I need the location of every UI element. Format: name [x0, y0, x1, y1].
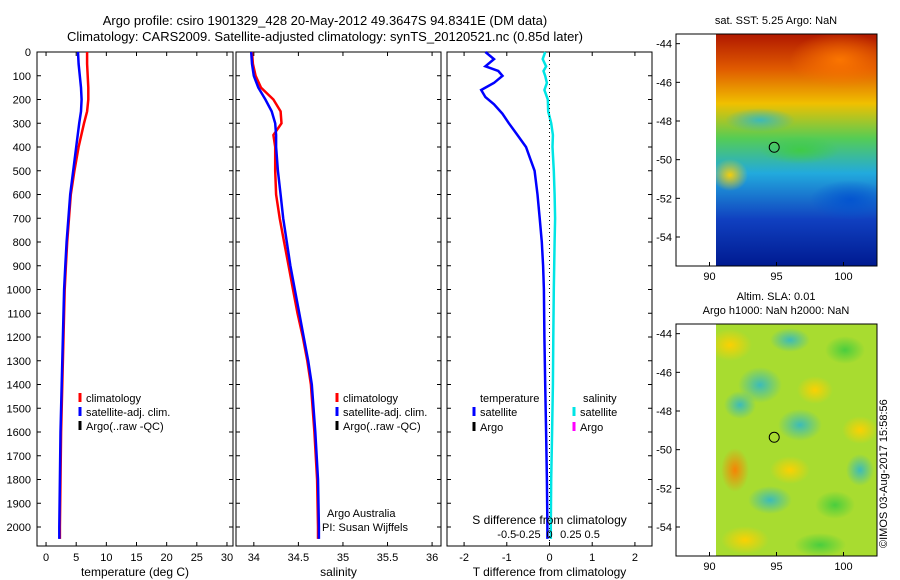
s-diff-tick-label: -0.5 — [497, 529, 516, 541]
x-tick-label: -2 — [459, 552, 469, 564]
depth-tick-label: 1800 — [7, 475, 31, 487]
map-x-tick-label: 100 — [834, 271, 852, 283]
annotation-pi: PI: Susan Wijffels — [322, 522, 408, 534]
x-tick-label: 34 — [248, 552, 260, 564]
panel-frame-2 — [235, 51, 442, 547]
depth-tick-label: 1600 — [7, 427, 31, 439]
x-tick-label: 20 — [161, 552, 173, 564]
argo-location-marker — [768, 431, 780, 443]
depth-tick-label: 200 — [13, 95, 31, 107]
legend-label: satellite-adj. clim. — [86, 407, 170, 419]
figure-title-line2: Climatology: CARS2009. Satellite-adjuste… — [67, 29, 583, 44]
legend-label: satellite — [580, 407, 617, 419]
s-diff-tick-label: 0 — [546, 529, 552, 541]
x-tick-label: 35.5 — [377, 552, 398, 564]
depth-tick-label: 1200 — [7, 332, 31, 344]
map-y-tick-label: -52 — [656, 193, 672, 205]
s-diff-tick-label: 0.25 — [560, 529, 581, 541]
depth-tick-label: 0 — [25, 47, 31, 59]
depth-tick-label: 2000 — [7, 522, 31, 534]
x-tick-label: 1 — [589, 552, 595, 564]
x-tick-label: 10 — [100, 552, 112, 564]
x-tick-label: 15 — [130, 552, 142, 564]
x-tick-label: 2 — [632, 552, 638, 564]
x-axis-label: temperature (deg C) — [81, 565, 189, 579]
map-x-tick-label: 90 — [703, 271, 715, 283]
depth-tick-label: 1000 — [7, 285, 31, 297]
x-tick-label: 0 — [43, 552, 49, 564]
sst-map-title: sat. SST: 5.25 Argo: NaN — [714, 15, 838, 27]
x-axis-label: salinity — [320, 565, 357, 579]
depth-tick-label: 1900 — [7, 498, 31, 510]
legend-label: Argo — [480, 422, 503, 434]
legend-label: Argo(..raw -QC) — [343, 421, 421, 433]
x-tick-label: 35 — [337, 552, 349, 564]
series-line-salinity-satellite — [541, 51, 557, 539]
x-tick-label: 36 — [426, 552, 438, 564]
legend-header-temperature: temperature — [480, 393, 539, 405]
x-tick-label: 0 — [546, 552, 552, 564]
depth-tick-label: 1400 — [7, 380, 31, 392]
map-y-tick-label: -46 — [656, 367, 672, 379]
x-axis-label: T difference from climatology — [473, 565, 627, 579]
depth-tick-label: 1500 — [7, 403, 31, 415]
sla-map-subtitle: Argo h1000: NaN h2000: NaN — [702, 305, 850, 317]
map-y-tick-label: -50 — [656, 155, 672, 167]
x-tick-label: 34.5 — [288, 552, 309, 564]
map-x-tick-label: 90 — [703, 561, 715, 573]
map-y-tick-label: -44 — [656, 329, 672, 341]
legend-label: Argo — [580, 422, 603, 434]
panel-frame-1 — [36, 51, 234, 547]
figure-title-line1: Argo profile: csiro 1901329_428 20-May-2… — [102, 13, 548, 28]
argo-location-marker — [768, 141, 780, 153]
depth-tick-label: 500 — [13, 166, 31, 178]
map-y-tick-label: -54 — [656, 522, 672, 534]
depth-tick-label: 1700 — [7, 451, 31, 463]
map-y-tick-label: -46 — [656, 77, 672, 89]
sla-colormap — [716, 324, 877, 556]
depth-tick-label: 900 — [13, 261, 31, 273]
legend-header-salinity: salinity — [583, 393, 617, 405]
depth-tick-label: 1300 — [7, 356, 31, 368]
timestamp-stamp: ©IMOS 03-Aug-2017 15:58:56 — [878, 399, 890, 548]
legend-label: satellite-adj. clim. — [343, 407, 427, 419]
depth-tick-label: 600 — [13, 190, 31, 202]
s-diff-tick-label: 0.5 — [585, 529, 600, 541]
depth-tick-label: 800 — [13, 237, 31, 249]
panel-frame-3 — [446, 51, 653, 547]
map-x-tick-label: 100 — [834, 561, 852, 573]
s-diff-tick-label: -0.25 — [516, 529, 541, 541]
annotation-argo-australia: Argo Australia — [327, 508, 396, 520]
map-y-tick-label: -48 — [656, 116, 672, 128]
map-y-tick-label: -54 — [656, 232, 672, 244]
depth-tick-label: 1100 — [7, 308, 31, 320]
x-tick-label: 30 — [221, 552, 233, 564]
sst-colormap — [716, 34, 877, 266]
series-line-satellite — [479, 51, 549, 539]
legend-label: satellite — [480, 407, 517, 419]
x-tick-label: 25 — [191, 552, 203, 564]
map-x-tick-label: 95 — [770, 561, 782, 573]
legend-label: Argo(..raw -QC) — [86, 421, 164, 433]
depth-tick-label: 400 — [13, 142, 31, 154]
map-y-tick-label: -52 — [656, 483, 672, 495]
depth-tick-label: 700 — [13, 213, 31, 225]
depth-tick-label: 300 — [13, 118, 31, 130]
legend-label: climatology — [86, 393, 142, 405]
map-x-tick-label: 95 — [770, 271, 782, 283]
map-y-tick-label: -50 — [656, 445, 672, 457]
x-tick-label: 5 — [73, 552, 79, 564]
series-line-satellite-adj-clim- — [249, 51, 321, 539]
sla-map-title: Altim. SLA: 0.01 — [736, 291, 816, 303]
map-y-tick-label: -48 — [656, 406, 672, 418]
series-line-climatology — [250, 51, 320, 539]
s-diff-axis-label: S difference from climatology — [472, 513, 627, 527]
series-line-satellite-adj-clim- — [58, 51, 83, 539]
legend-label: climatology — [343, 393, 399, 405]
x-tick-label: -1 — [502, 552, 512, 564]
depth-tick-label: 100 — [13, 71, 31, 83]
map-y-tick-label: -44 — [656, 39, 672, 51]
